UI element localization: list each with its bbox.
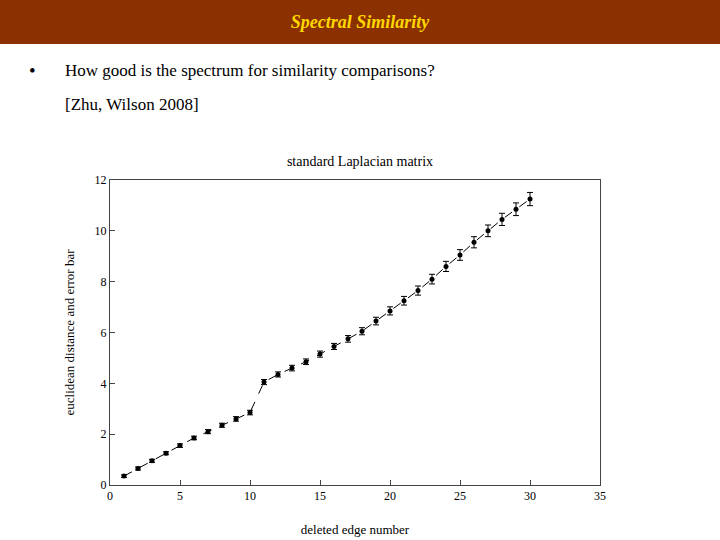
svg-text:0: 0 (101, 478, 107, 492)
svg-text:10: 10 (244, 489, 256, 503)
svg-text:25: 25 (454, 489, 466, 503)
svg-text:30: 30 (524, 489, 536, 503)
svg-text:10: 10 (95, 224, 107, 238)
svg-text:deleted edge number: deleted edge number (301, 522, 410, 537)
svg-text:5: 5 (177, 489, 183, 503)
svg-text:standard Laplacian matrix: standard Laplacian matrix (287, 154, 433, 169)
html-text:Spectral Similarity: Spectral Similarity (290, 11, 430, 32)
svg-text:35: 35 (594, 489, 606, 503)
html-text:How good is the spectrum for s: How good is the spectrum for similarity … (65, 61, 435, 80)
svg-text:15: 15 (314, 489, 326, 503)
html-text:[Zhu, Wilson 2008]: [Zhu, Wilson 2008] (65, 95, 199, 114)
svg-text:6: 6 (101, 326, 107, 340)
svg-text:euclidean distance and error b: euclidean distance and error bar (62, 249, 77, 416)
svg-text:2: 2 (101, 427, 107, 441)
svg-text:8: 8 (101, 275, 107, 289)
svg-text:4: 4 (101, 377, 107, 391)
svg-text:12: 12 (95, 173, 107, 187)
svg-text:20: 20 (384, 489, 396, 503)
svg-text:0: 0 (107, 489, 113, 503)
